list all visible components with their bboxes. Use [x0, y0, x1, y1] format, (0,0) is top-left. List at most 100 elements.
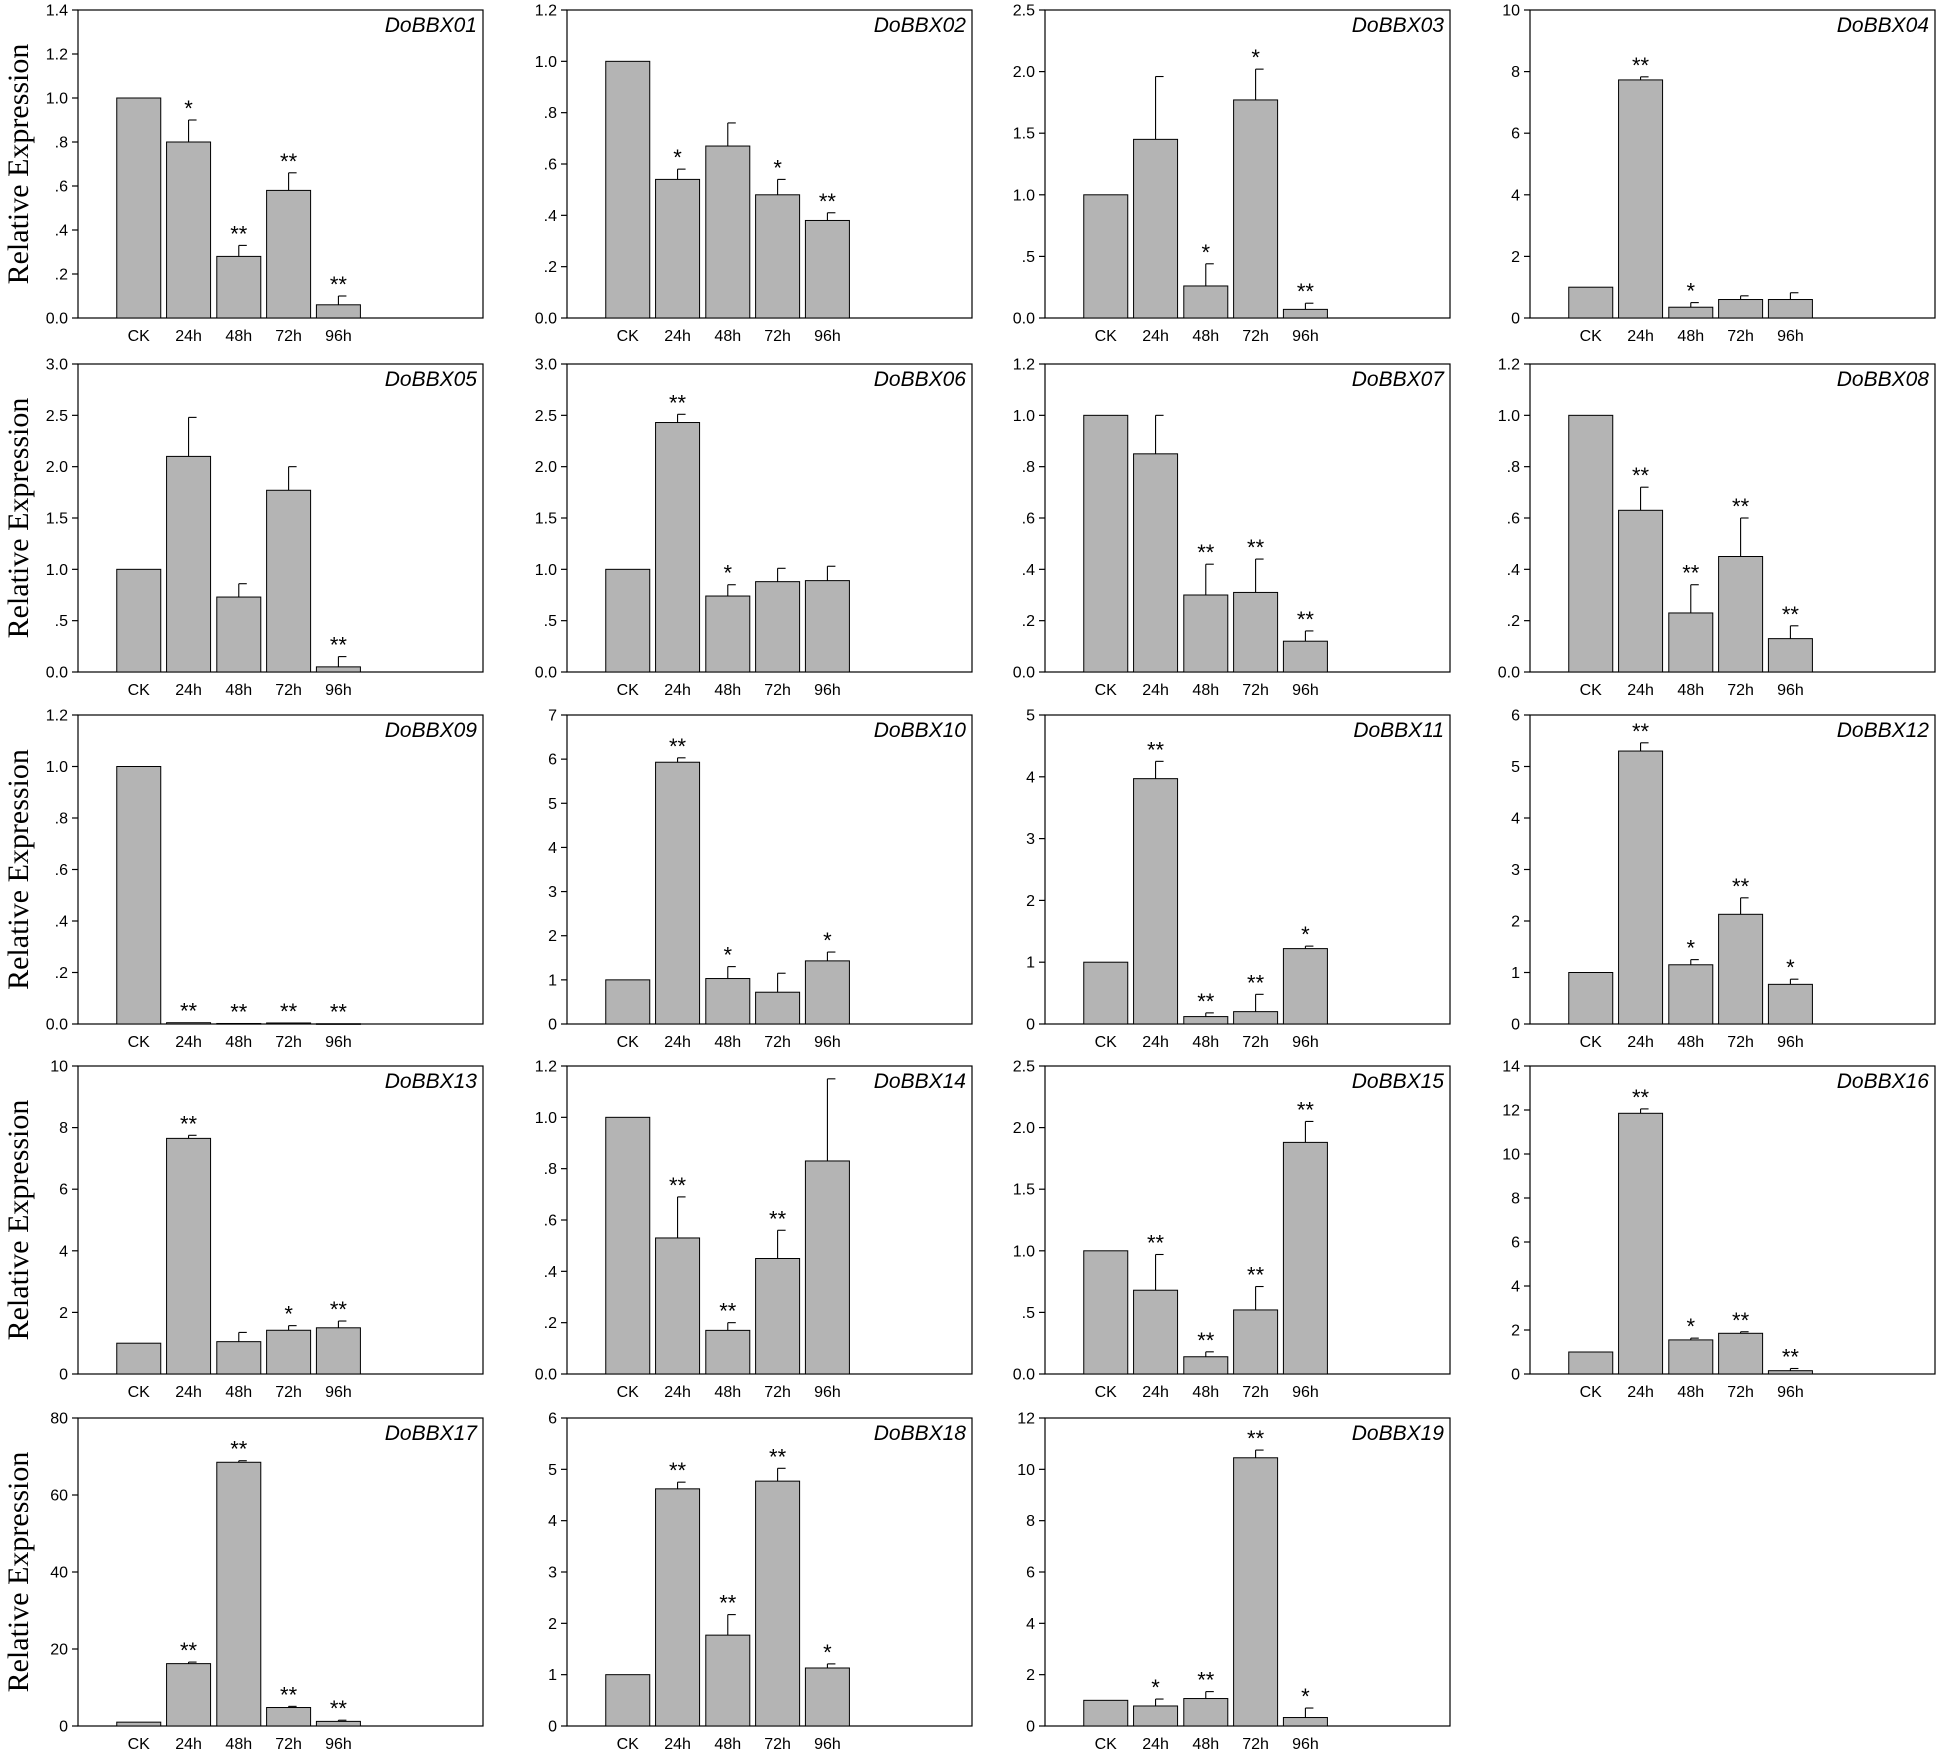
bar: [116, 766, 162, 1025]
x-tick-label: 72h: [1242, 1034, 1269, 1051]
chart-panel: DoBBX12 0 1 2 3 4 5 6 CK ** 24h * 48h ** 72h * 96h: [1511, 708, 1936, 1051]
bar: [755, 581, 801, 673]
bar: [655, 761, 701, 1025]
y-tick-label: 1.0: [46, 759, 68, 776]
bar: [1718, 556, 1764, 673]
significance-mark: **: [230, 999, 248, 1024]
chart-panel: DoBBX15 0.0 .5 1.0 1.5 2.0 2.5 CK ** 24h ** 48h ** 72…: [1013, 1059, 1451, 1401]
x-tick-label: CK: [1095, 682, 1118, 699]
bar: [1767, 299, 1813, 319]
bar: [1282, 1717, 1328, 1727]
y-tick-label: 8: [1511, 1191, 1520, 1208]
bar: [1183, 1698, 1229, 1727]
bar: [705, 1634, 751, 1727]
y-tick-label: 0.0: [535, 1367, 557, 1384]
bar: [166, 1022, 212, 1025]
significance-mark: **: [1247, 1263, 1265, 1288]
significance-mark: **: [669, 734, 687, 759]
bar: [216, 255, 262, 319]
plot-frame: [77, 1417, 484, 1727]
bar: [605, 979, 651, 1025]
x-tick-label: 48h: [1192, 1034, 1219, 1051]
significance-mark: **: [1297, 279, 1315, 304]
y-tick-label: 0: [1026, 1719, 1035, 1736]
x-tick-label: 24h: [1627, 328, 1654, 345]
y-tick-label: .4: [1022, 562, 1035, 579]
x-tick-label: 96h: [325, 1736, 352, 1753]
y-axis-label: Relative Expression: [2, 749, 35, 990]
bar: [216, 1461, 262, 1727]
y-tick-label: .8: [1022, 459, 1035, 476]
y-tick-label: 2: [1511, 914, 1520, 931]
y-tick-label: 2.0: [1013, 64, 1035, 81]
x-tick-label: 72h: [275, 682, 302, 699]
y-tick-label: 20: [50, 1642, 68, 1659]
significance-mark: **: [1247, 970, 1265, 995]
significance-mark: **: [669, 390, 687, 415]
x-tick-label: 48h: [1677, 682, 1704, 699]
y-axis-labels: Relative Expression Relative Expression Re…: [2, 44, 35, 1693]
bar: [1083, 194, 1129, 319]
x-tick-label: 72h: [275, 1736, 302, 1753]
bar: [655, 1237, 701, 1375]
bar: [755, 194, 801, 319]
y-tick-label: 10: [1502, 3, 1520, 20]
x-tick-label: CK: [1580, 682, 1603, 699]
bar: [655, 1488, 701, 1727]
chart-title: DoBBX01: [385, 14, 477, 37]
bar: [605, 1116, 651, 1375]
y-tick-label: 1.5: [535, 511, 557, 528]
y-tick-label: 1.0: [1013, 187, 1035, 204]
significance-mark: **: [1632, 463, 1650, 488]
x-tick-label: 48h: [1192, 1384, 1219, 1401]
x-tick-label: CK: [128, 328, 151, 345]
bar: [1668, 1339, 1714, 1375]
significance-mark: **: [1197, 540, 1215, 565]
significance-mark: **: [1732, 494, 1750, 519]
y-tick-label: 0.0: [46, 665, 68, 682]
x-tick-label: CK: [617, 1384, 640, 1401]
y-tick-label: 3: [548, 884, 557, 901]
y-tick-label: .2: [55, 965, 68, 982]
bar: [1083, 414, 1129, 673]
bar: [1568, 972, 1614, 1025]
bar: [1618, 79, 1664, 319]
chart-panel: DoBBX16 0 2 4 6 8 10 12 14 CK ** 24h * 48h ** 72h ** 96h: [1502, 1059, 1936, 1401]
significance-mark: **: [1632, 53, 1650, 78]
x-tick-label: 96h: [325, 1034, 352, 1051]
x-tick-label: 72h: [1242, 328, 1269, 345]
significance-mark: **: [330, 1696, 348, 1721]
chart-title: DoBBX07: [1352, 368, 1446, 391]
y-tick-label: 40: [50, 1565, 68, 1582]
chart-title: DoBBX03: [1352, 14, 1445, 37]
significance-mark: **: [180, 1638, 198, 1663]
chart-panel: DoBBX02 0.0 .2 .4 .6 .8 1.0 1.2 CK * 24h 48h * 72h ** 9…: [535, 3, 973, 345]
y-tick-label: 1.2: [1498, 357, 1520, 374]
x-tick-label: 48h: [714, 328, 741, 345]
plot-frame: [1529, 9, 1936, 319]
significance-mark: *: [1687, 279, 1696, 304]
bar: [1083, 1250, 1129, 1375]
x-tick-label: CK: [617, 1034, 640, 1051]
y-tick-label: 0.0: [46, 311, 68, 328]
x-tick-label: 48h: [1677, 1384, 1704, 1401]
y-tick-label: .8: [544, 1161, 557, 1178]
y-tick-label: 6: [1026, 1565, 1035, 1582]
y-tick-label: 14: [1502, 1059, 1520, 1076]
x-tick-label: 24h: [1142, 1034, 1169, 1051]
x-tick-label: 24h: [175, 1736, 202, 1753]
bar: [1718, 913, 1764, 1025]
bar: [216, 1022, 262, 1025]
y-tick-label: 1: [1026, 955, 1035, 972]
bar: [315, 304, 361, 319]
y-tick-label: 2.5: [46, 408, 68, 425]
bar: [705, 595, 751, 673]
x-tick-label: 48h: [225, 328, 252, 345]
x-tick-label: CK: [128, 682, 151, 699]
x-tick-label: 72h: [1727, 328, 1754, 345]
significance-mark: **: [1247, 535, 1265, 560]
y-tick-label: 4: [1511, 187, 1520, 204]
y-tick-label: 1.5: [1013, 1182, 1035, 1199]
bar: [1233, 1011, 1279, 1025]
y-tick-label: .5: [55, 613, 68, 630]
